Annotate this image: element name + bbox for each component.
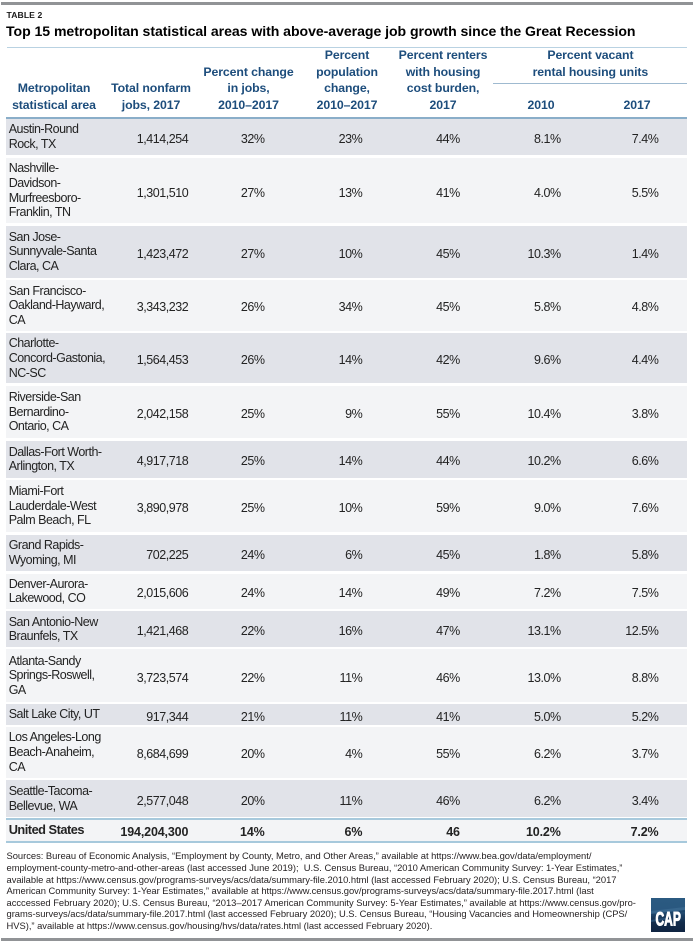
svg-text:CAP: CAP <box>656 909 681 931</box>
